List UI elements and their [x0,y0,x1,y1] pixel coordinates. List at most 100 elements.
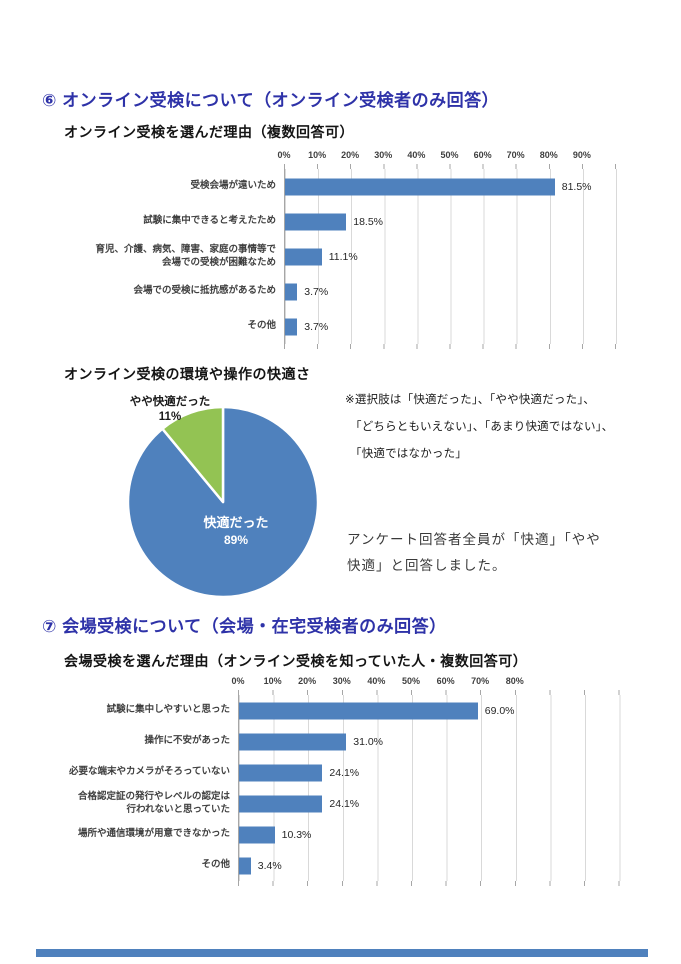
bar-row: 操作に不安があった 31.0% [62,726,642,757]
bar [285,283,298,300]
axis-tick-label: 0% [231,676,245,686]
bar-value-label: 3.4% [257,859,282,872]
axis-tick-label: 0% [277,150,291,160]
bar-row: 試験に集中できると考えたため 18.5% [62,204,622,239]
bar-value-label: 24.1% [329,797,360,810]
axis-tick-label: 10% [308,150,327,160]
bar-row: 場所や通信環境が用意できなかった 10.3% [62,819,642,850]
bar-track: 18.5% [284,204,622,239]
axis-tick-label: 30% [374,150,393,160]
bar-row: その他 3.4% [62,850,642,881]
axis-tick-label: 30% [332,676,351,686]
axis-tick-label: 60% [436,676,455,686]
pie-slice-1 [161,405,225,504]
comment-line: 快適」と回答しました。 [347,558,507,573]
axis-tick-label: 50% [440,150,459,160]
bar-track: 81.5% [284,169,622,204]
axis-tick-label: 20% [298,676,317,686]
bar [285,213,347,230]
axis-ticks-bottom [238,881,620,886]
bar-category-label: 合格認定証の発行やレベルの認定は 行われないと思っていた [77,791,230,815]
bar [239,826,275,843]
bar-category-label: その他 [247,320,276,332]
note-line: ※選択肢は「快適だった」、「やや快適だった」、 [345,394,595,406]
axis-ticks-top [284,164,616,169]
bar-row: 必要な端末やカメラがそろっていない 24.1% [62,757,642,788]
bar [285,248,322,265]
bar-row: 試験に集中しやすいと思った 69.0% [62,695,642,726]
value-axis: 0% 10% 20% 30% 40% 50% 60% 70% 80% 90% [277,150,616,164]
axis-ticks-top [238,690,620,695]
axis-tick-label: 80% [505,676,524,686]
bar [239,764,323,781]
pie-label-comfortable: 快適だった 89% [176,515,296,548]
bar-category-label: 受検会場が遠いため [190,180,276,192]
axis-tick-label: 70% [471,676,490,686]
bar-row: 会場での受検に抵抗感があるため 3.7% [62,274,622,309]
bar-chart-online-reasons: 0% 10% 20% 30% 40% 50% 60% 70% 80% 90% 受検会場が遠いため 8… [62,150,622,349]
bar-track: 3.7% [284,274,622,309]
bar-track: 69.0% [238,695,642,726]
chart-1-title: オンライン受検を選んだ理由（複数回答可） [64,124,354,140]
pie-slice-percent: 11% [158,411,182,423]
bar-row: 合格認定証の発行やレベルの認定は 行われないと思っていた 24.1% [62,788,642,819]
pie-chart [126,405,320,599]
bar-track: 3.7% [284,309,622,344]
axis-tick-label: 60% [473,150,492,160]
bar-value-label: 18.5% [353,215,384,228]
bar-track: 3.4% [238,850,642,881]
pie-slice-percent: 89% [223,533,249,547]
bar-row: その他 3.7% [62,309,622,344]
pie-slice-label: 快適だった [203,515,269,530]
bar-chart-venue-reasons: 0% 10% 20% 30% 40% 50% 60% 70% 80% 試験に集中しやすいと思った… [62,676,642,886]
bar-value-label: 24.1% [329,766,360,779]
bar-row: 受検会場が遠いため 81.5% [62,169,622,204]
axis-tick-label: 40% [407,150,426,160]
pie-options-note: ※選択肢は「快適だった」、「やや快適だった」、 「どちらともいえない」、「あまり… [345,391,665,472]
bar [285,318,298,335]
axis-tick-label: 40% [367,676,386,686]
section-6-heading: ⑥ オンライン受検について（オンライン受検者のみ回答） [42,91,500,110]
bar-value-label: 69.0% [484,704,515,717]
pie-comment: アンケート回答者全員が「快適」「やや 快適」と回答しました。 [347,527,647,579]
bar-category-label: 試験に集中しやすいと思った [106,704,230,716]
axis-tick-label: 90% [572,150,591,160]
pie-label-somewhat-comfortable: やや快適だった 11% [120,395,220,424]
pie-slice-label: やや快適だった [129,396,211,408]
axis-tick-label: 50% [401,676,420,686]
section-7-heading: ⑦ 会場受検について（会場・在宅受検者のみ回答） [42,617,447,636]
bar-category-label: 会場での受検に抵抗感があるため [133,285,276,297]
bar-value-label: 31.0% [353,735,384,748]
gridlines [284,169,617,344]
bar [239,857,251,874]
note-line: 「快適ではなかった」 [350,448,467,460]
plot-area: 試験に集中しやすいと思った 69.0% 操作に不安があった 31.0% 必要な端末やカメ… [62,695,642,881]
bar-category-label: 育児、介護、病気、障害、家庭の事情等で 会場での受検が困難なため [95,244,276,268]
axis-tick-label: 70% [506,150,525,160]
bar-track: 31.0% [238,726,642,757]
bar [239,795,323,812]
bar-value-label: 81.5% [561,180,592,193]
bar-category-label: 場所や通信環境が用意できなかった [77,828,230,840]
bar-category-label: 必要な端末やカメラがそろっていない [68,766,230,778]
axis-ticks-bottom [284,344,616,349]
bar-track: 24.1% [238,757,642,788]
value-axis: 0% 10% 20% 30% 40% 50% 60% 70% 80% [231,676,620,690]
bar-track: 10.3% [238,819,642,850]
bar [239,733,347,750]
bar-category-label: その他 [201,859,230,871]
axis-tick-label: 80% [539,150,558,160]
bar-value-label: 11.1% [328,250,358,263]
bar [285,178,555,195]
chart-2-title: 会場受検を選んだ理由（オンライン受検を知っていた人・複数回答可） [64,653,528,669]
pie-chart-title: オンライン受検の環境や操作の快適さ [64,366,311,382]
comment-line: アンケート回答者全員が「快適」「やや [347,532,601,547]
bar [239,702,478,719]
bar-row: 育児、介護、病気、障害、家庭の事情等で 会場での受検が困難なため 11.1% [62,239,622,274]
axis-tick-label: 10% [263,676,282,686]
axis-tick-label: 20% [341,150,360,160]
bar-category-label: 試験に集中できると考えたため [143,215,276,227]
bar-value-label: 3.7% [304,285,329,298]
bar-value-label: 10.3% [281,828,312,841]
